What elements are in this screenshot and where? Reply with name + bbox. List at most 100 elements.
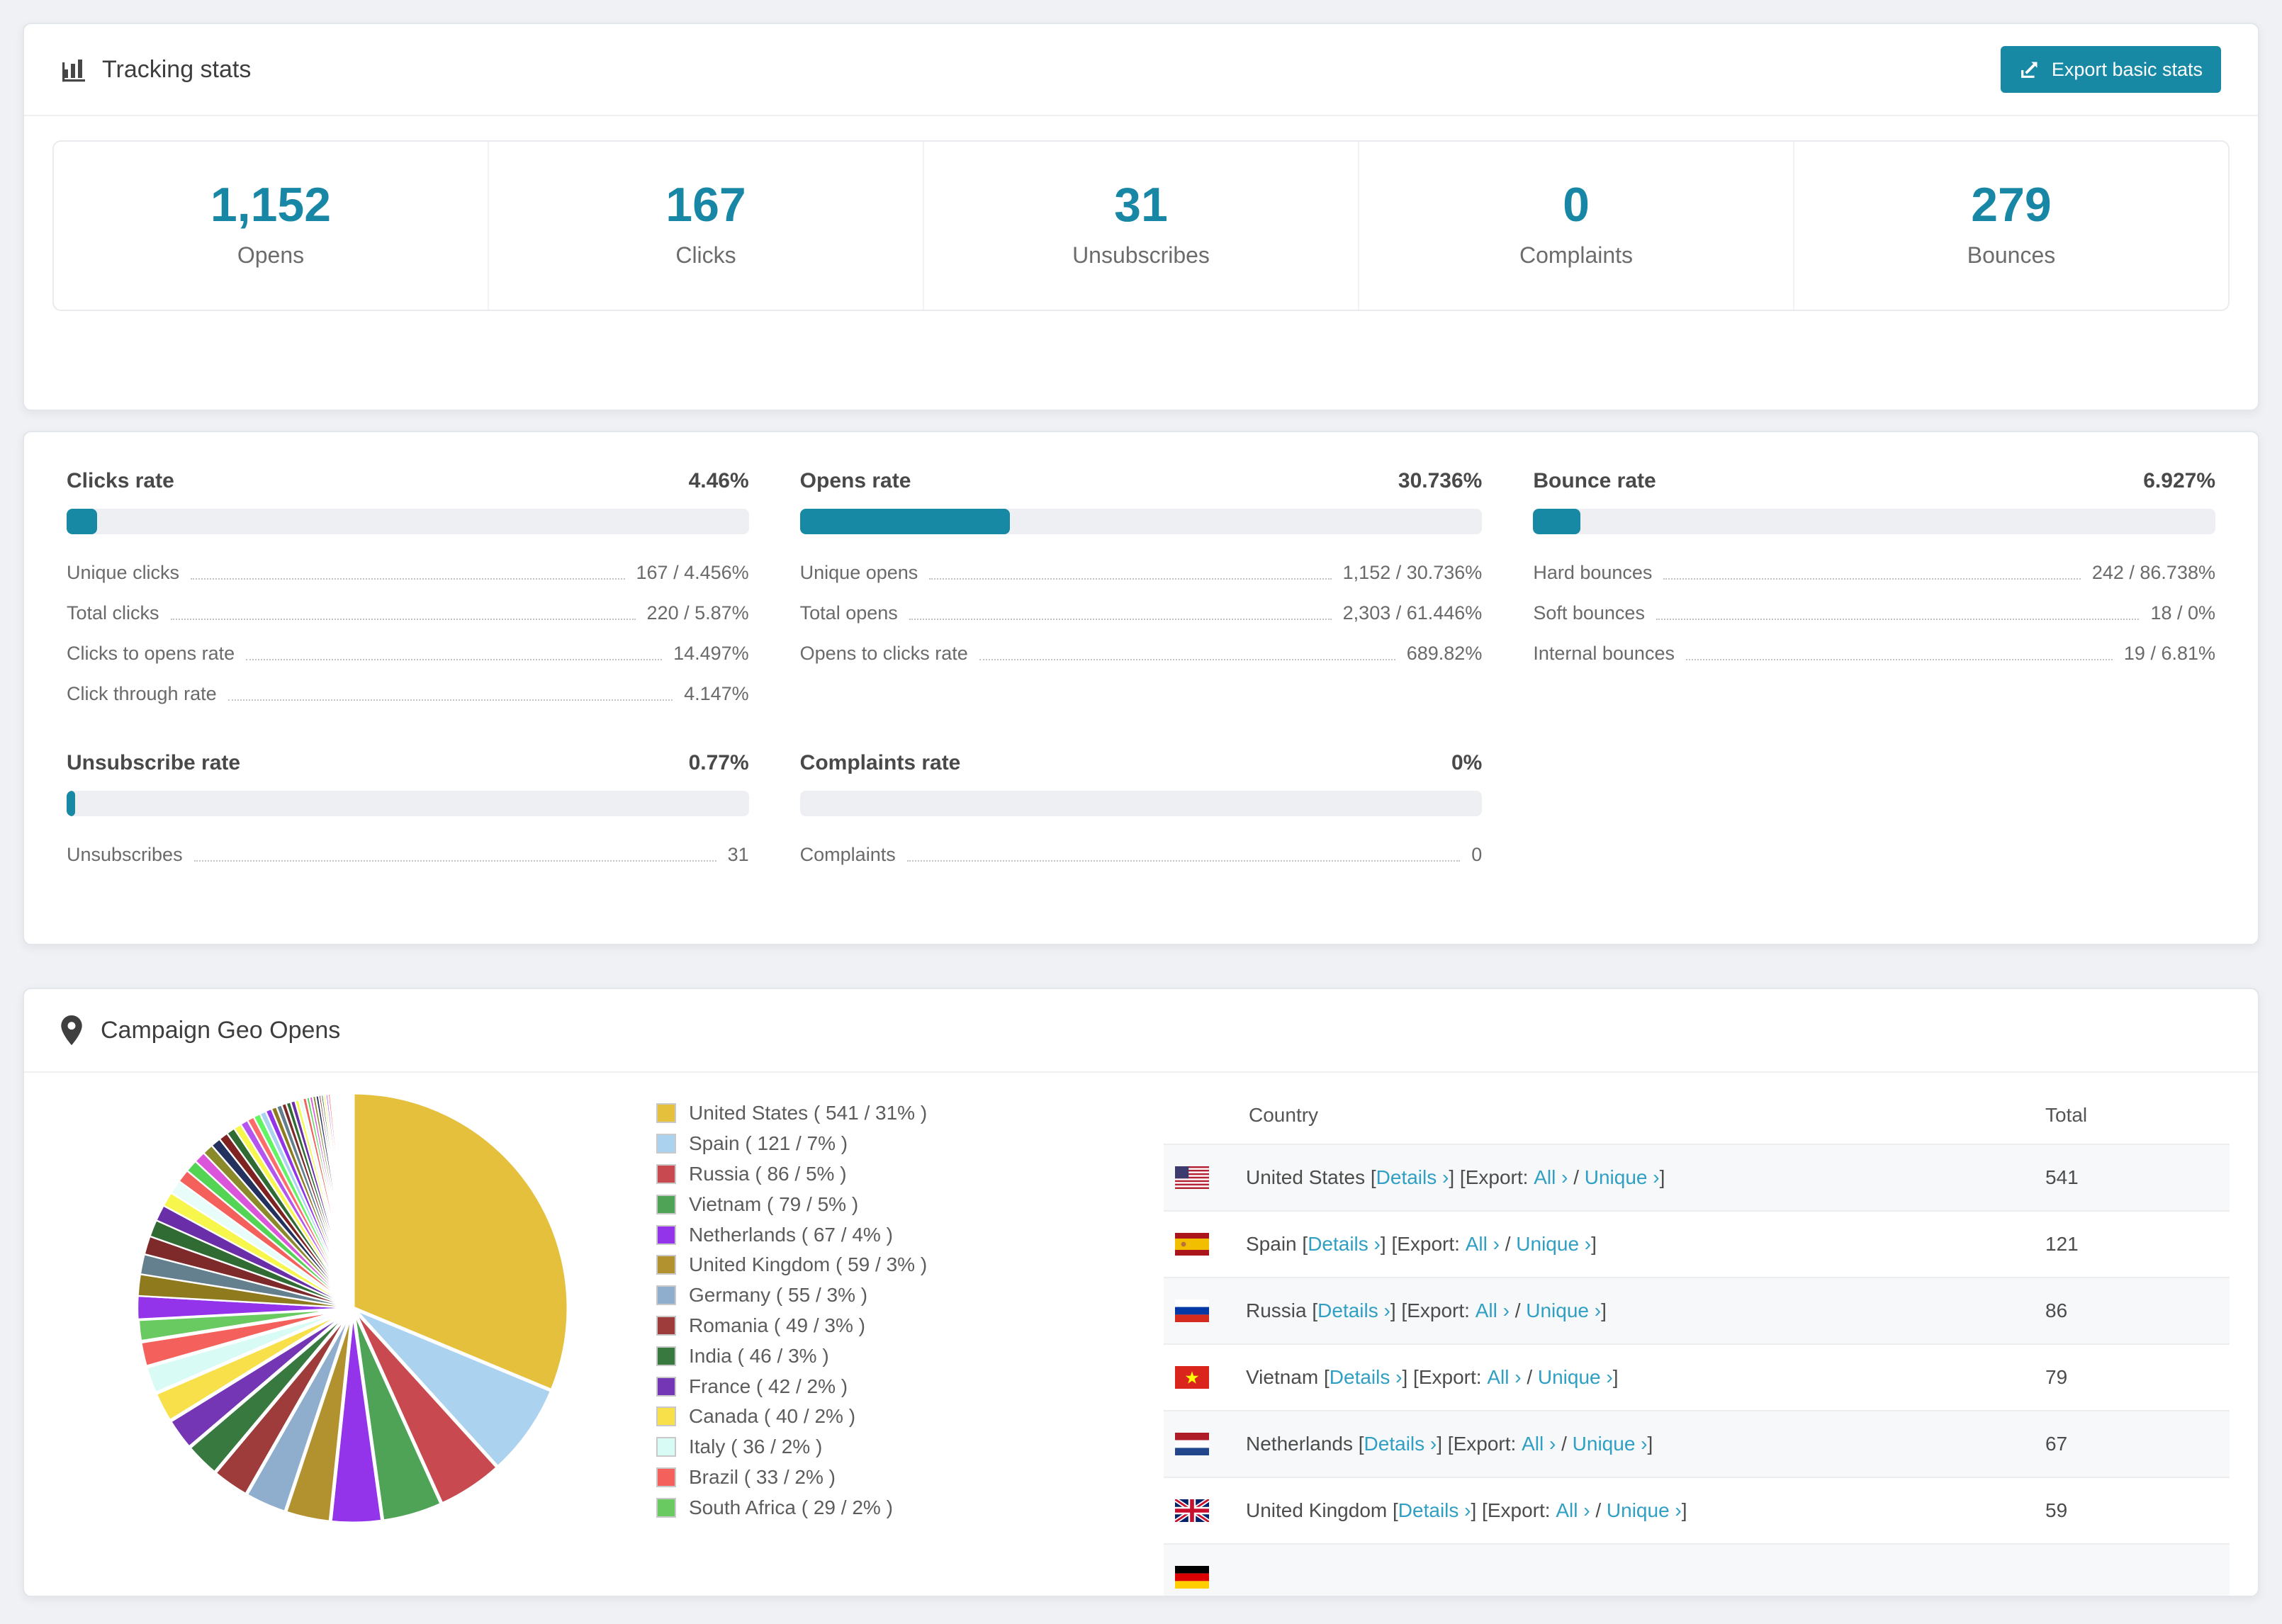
total-cell: 86 bbox=[2045, 1299, 2068, 1321]
legend-item-india[interactable]: India ( 46 / 3% ) bbox=[656, 1341, 1152, 1371]
legend-item-canada[interactable]: Canada ( 40 / 2% ) bbox=[656, 1402, 1152, 1432]
progress-track bbox=[799, 791, 1483, 816]
legend-item-germany[interactable]: Germany ( 55 / 3% ) bbox=[656, 1280, 1152, 1311]
bracket: ] [Export: bbox=[1402, 1366, 1488, 1388]
column-header-country: Country bbox=[1249, 1104, 1319, 1126]
details-link[interactable]: Details › bbox=[1376, 1166, 1449, 1188]
stat-box-complaints: 0 Complaints bbox=[1359, 142, 1794, 310]
page-title: Tracking stats bbox=[102, 55, 252, 83]
map-pin-icon bbox=[61, 1015, 82, 1045]
legend-item-france[interactable]: France ( 42 / 2% ) bbox=[656, 1371, 1152, 1402]
details-link[interactable]: Details › bbox=[1364, 1433, 1437, 1455]
legend-item-brazil[interactable]: Brazil ( 33 / 2% ) bbox=[656, 1462, 1152, 1493]
legend-item-netherlands[interactable]: Netherlands ( 67 / 4% ) bbox=[656, 1219, 1152, 1250]
country-name: United States bbox=[1246, 1166, 1371, 1188]
export-unique-link[interactable]: Unique › bbox=[1572, 1433, 1648, 1455]
stat-box-opens: 1,152 Opens bbox=[54, 142, 489, 310]
details-link[interactable]: Details › bbox=[1308, 1233, 1381, 1255]
export-unique-link[interactable]: Unique › bbox=[1606, 1499, 1682, 1521]
stat-box-unsubscribes: 31 Unsubscribes bbox=[924, 142, 1359, 310]
export-all-link[interactable]: All › bbox=[1475, 1299, 1510, 1321]
export-unique-link[interactable]: Unique › bbox=[1537, 1366, 1613, 1388]
details-link[interactable]: Details › bbox=[1329, 1366, 1403, 1388]
legend-item-spain[interactable]: Spain ( 121 / 7% ) bbox=[656, 1129, 1152, 1159]
rate-row: Internal bounces 19 / 6.81% bbox=[1533, 633, 2215, 674]
geo-table: Country Total United States [Details ›] … bbox=[1164, 1087, 2230, 1596]
country-cell: Russia [Details ›] [Export: All › / Uniq… bbox=[1175, 1299, 2045, 1322]
rate-title: Opens rate bbox=[799, 469, 911, 492]
export-unique-link[interactable]: Unique › bbox=[1584, 1166, 1660, 1188]
slash: / bbox=[1590, 1499, 1607, 1521]
rate-row: Clicks to opens rate 14.497% bbox=[67, 633, 749, 674]
rate-row-value: 4.147% bbox=[684, 683, 749, 704]
slash: / bbox=[1556, 1433, 1573, 1455]
table-row-russia: Russia [Details ›] [Export: All › / Uniq… bbox=[1164, 1277, 2230, 1343]
export-all-link[interactable]: All › bbox=[1534, 1166, 1568, 1188]
legend-item-united-kingdom[interactable]: United Kingdom ( 59 / 3% ) bbox=[656, 1250, 1152, 1280]
rate-row-label: Total opens bbox=[799, 602, 898, 624]
pie-slice-united-states[interactable] bbox=[351, 1090, 570, 1393]
legend-label: Vietnam ( 79 / 5% ) bbox=[689, 1192, 859, 1215]
legend-item-romania[interactable]: Romania ( 49 / 3% ) bbox=[656, 1311, 1152, 1341]
rate-row: Unique clicks 167 / 4.456% bbox=[67, 553, 749, 593]
export-all-link[interactable]: All › bbox=[1522, 1433, 1556, 1455]
country-name: Spain bbox=[1246, 1233, 1303, 1255]
legend-item-russia[interactable]: Russia ( 86 / 5% ) bbox=[656, 1159, 1152, 1190]
progress-fill bbox=[67, 509, 97, 534]
country-name: Netherlands bbox=[1246, 1433, 1359, 1455]
table-row-vietnam: Vietnam [Details ›] [Export: All › / Uni… bbox=[1164, 1343, 2230, 1410]
details-link[interactable]: Details › bbox=[1398, 1499, 1471, 1521]
legend-swatch bbox=[656, 1406, 676, 1427]
geo-pie-chart bbox=[61, 1081, 656, 1596]
slash: / bbox=[1568, 1166, 1585, 1188]
export-all-link[interactable]: All › bbox=[1465, 1233, 1500, 1255]
table-row bbox=[1164, 1543, 2230, 1596]
legend-item-vietnam[interactable]: Vietnam ( 79 / 5% ) bbox=[656, 1189, 1152, 1219]
geo-opens-body: United States ( 541 / 31% ) Spain ( 121 /… bbox=[24, 1073, 2258, 1596]
details-link[interactable]: Details › bbox=[1317, 1299, 1390, 1321]
country-cell: Netherlands [Details ›] [Export: All › /… bbox=[1175, 1433, 2045, 1455]
bracket: [ bbox=[1324, 1366, 1330, 1388]
rate-block-clicks: Clicks rate 4.46% Unique clicks 167 / 4.456… bbox=[67, 469, 749, 714]
legend-swatch bbox=[656, 1497, 676, 1518]
bracket: ] [Export: bbox=[1449, 1166, 1534, 1188]
legend-item-south-africa[interactable]: South Africa ( 29 / 2% ) bbox=[656, 1492, 1152, 1523]
bracket: ] [Export: bbox=[1380, 1233, 1466, 1255]
bracket: ] bbox=[1612, 1366, 1619, 1388]
legend-item-italy[interactable]: Italy ( 36 / 2% ) bbox=[656, 1432, 1152, 1462]
rate-row: Click through rate 4.147% bbox=[67, 674, 749, 714]
stat-box-clicks: 167 Clicks bbox=[489, 142, 924, 310]
geo-opens-card: Campaign Geo Opens United States ( 541 /… bbox=[23, 988, 2259, 1597]
stat-label: Opens bbox=[237, 242, 305, 268]
pie-slice-other[interactable] bbox=[351, 1091, 354, 1309]
pie-slice-spain[interactable] bbox=[352, 1306, 554, 1470]
dotted-leader bbox=[979, 659, 1395, 660]
rate-row: Soft bounces 18 / 0% bbox=[1533, 593, 2215, 633]
export-all-link[interactable]: All › bbox=[1556, 1499, 1590, 1521]
bracket: ] bbox=[1601, 1299, 1607, 1321]
dotted-leader bbox=[193, 860, 716, 862]
progress-fill bbox=[1533, 509, 1580, 534]
total-cell: 121 bbox=[2045, 1233, 2079, 1255]
vn-flag-icon bbox=[1175, 1366, 1209, 1389]
legend-label: United States ( 541 / 31% ) bbox=[689, 1102, 928, 1124]
rate-row-label: Unique clicks bbox=[67, 562, 180, 583]
export-unique-link[interactable]: Unique › bbox=[1516, 1233, 1592, 1255]
rate-row-value: 19 / 6.81% bbox=[2123, 643, 2215, 664]
export-unique-link[interactable]: Unique › bbox=[1526, 1299, 1602, 1321]
rate-block-opens: Opens rate 30.736% Unique opens 1,152 / 30.… bbox=[799, 469, 1483, 714]
nl-flag-icon bbox=[1175, 1433, 1209, 1455]
legend-label: Canada ( 40 / 2% ) bbox=[689, 1405, 856, 1428]
slash: / bbox=[1509, 1299, 1527, 1321]
export-all-link[interactable]: All › bbox=[1487, 1366, 1522, 1388]
legend-item-united-states[interactable]: United States ( 541 / 31% ) bbox=[656, 1098, 1152, 1129]
rate-row-value: 1,152 / 30.736% bbox=[1342, 562, 1483, 583]
stat-label: Complaints bbox=[1519, 242, 1634, 268]
rate-value: 6.927% bbox=[2143, 469, 2215, 492]
legend-swatch bbox=[656, 1134, 676, 1154]
rate-value: 0.77% bbox=[688, 751, 749, 774]
legend-swatch bbox=[656, 1376, 676, 1397]
export-basic-stats-button[interactable]: Export basic stats bbox=[2000, 46, 2221, 93]
stat-value: 1,152 bbox=[210, 178, 332, 232]
rate-row-label: Hard bounces bbox=[1533, 562, 1653, 583]
